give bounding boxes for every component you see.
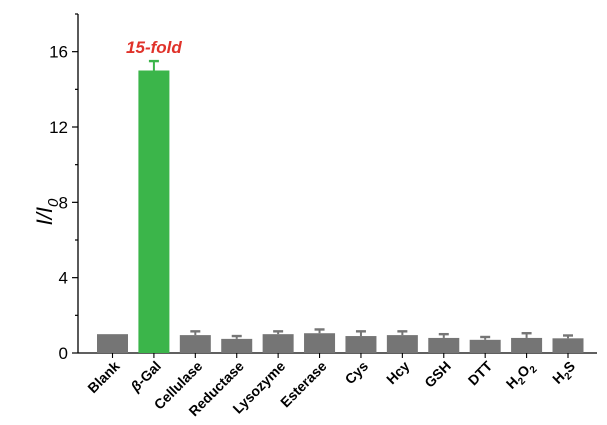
- x-tick-labels: Blank β-GalCellulaseReductaseLysozymeEste…: [84, 357, 581, 419]
- bar-gal: [138, 70, 170, 353]
- x-label-hcy: Hcy: [383, 358, 413, 388]
- error-bars: [148, 59, 573, 340]
- y-tick-label: 12: [49, 118, 68, 137]
- bar-reductase: [221, 338, 253, 353]
- x-axis: [78, 352, 597, 358]
- y-tick-label: 0: [59, 344, 68, 363]
- bar-gsh: [428, 337, 460, 353]
- x-label-cys: Cys: [342, 358, 372, 388]
- y-tick-label: 8: [59, 193, 68, 212]
- x-label-dtt: DTT: [465, 357, 496, 388]
- bar-lysozyme: [262, 334, 294, 353]
- bars: [97, 70, 584, 353]
- bar-h2o2: [511, 337, 543, 353]
- y-axis-label: I/I0: [32, 198, 62, 225]
- y-tick-label: 4: [59, 269, 68, 288]
- bar-esterase: [304, 333, 336, 353]
- bar-h2s: [552, 338, 584, 353]
- y-axis: 0 4 8 12 16: [49, 13, 79, 363]
- bar-cys: [345, 336, 377, 353]
- x-label-gsh: GSH: [421, 358, 454, 391]
- x-label-gal: β-Gal: [127, 358, 164, 395]
- x-label-h2o2: H2O2: [503, 357, 540, 394]
- bar-cellulase: [179, 335, 211, 353]
- y-tick-label: 16: [49, 43, 68, 62]
- x-label-blank: Blank: [84, 358, 122, 396]
- x-label-esterase: Esterase: [277, 358, 330, 411]
- bar-hcy: [386, 335, 418, 353]
- x-label-h2s: H2S: [549, 358, 581, 390]
- bar-dtt: [469, 339, 501, 353]
- bar-blank: [97, 334, 128, 353]
- fold-change-annotation: 15-fold: [126, 38, 182, 57]
